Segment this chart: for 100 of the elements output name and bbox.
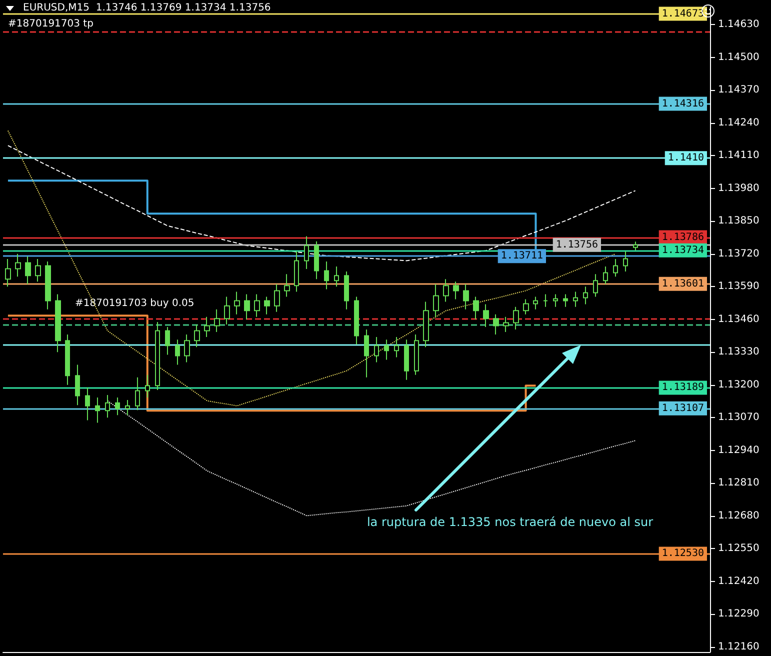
y-tick-label: 1.13720 xyxy=(718,248,760,260)
candlestick xyxy=(234,291,240,315)
candlestick xyxy=(244,294,250,320)
y-tick-label: 1.12420 xyxy=(718,576,760,587)
candlestick xyxy=(344,271,349,310)
ref-line-label: 1.13189 xyxy=(662,382,704,394)
line-series xyxy=(7,145,636,262)
candlestick xyxy=(125,400,130,416)
ref-line-label: 1.14316 xyxy=(662,98,704,110)
candlestick xyxy=(423,301,429,348)
candlestick xyxy=(493,314,499,336)
candlestick xyxy=(224,296,230,325)
y-tick-label: 1.14110 xyxy=(718,150,760,162)
candlestick xyxy=(45,260,51,310)
candlestick xyxy=(165,326,170,356)
candlestick xyxy=(563,294,568,308)
candlestick xyxy=(264,296,270,315)
candlestick xyxy=(633,241,638,251)
y-tick-label: 1.13330 xyxy=(718,346,760,358)
candlestick xyxy=(204,316,210,338)
line-series xyxy=(7,130,616,406)
candlestick xyxy=(583,286,588,305)
candlestick xyxy=(194,324,200,348)
candlestick xyxy=(414,334,419,376)
ref-line-label: 1.13601 xyxy=(662,278,704,290)
ref-line-label: 1.1410 xyxy=(668,152,704,164)
candlestick xyxy=(55,294,61,353)
candlestick xyxy=(573,291,578,308)
candlestick xyxy=(145,374,150,398)
candlestick xyxy=(443,278,449,302)
candlestick xyxy=(135,376,140,411)
candlestick xyxy=(15,253,21,278)
y-tick-label: 1.13850 xyxy=(718,216,760,227)
y-tick-label: 1.13460 xyxy=(718,314,760,325)
candlestick xyxy=(175,339,180,366)
chart-title: EURUSD,M15 1.13746 1.13769 1.13734 1.13756 xyxy=(23,2,271,14)
candlestick xyxy=(25,256,31,285)
y-tick-label: 1.13200 xyxy=(718,379,760,390)
candlestick xyxy=(214,308,220,333)
y-tick-label: 1.12940 xyxy=(718,444,760,456)
candlestick xyxy=(374,336,379,363)
candlestick xyxy=(314,240,319,280)
candlestick xyxy=(184,334,190,363)
candlestick xyxy=(603,266,608,285)
y-tick-label: 1.14500 xyxy=(718,52,760,63)
candlestick xyxy=(593,274,598,298)
candlestick xyxy=(294,250,299,292)
line-series xyxy=(107,400,636,516)
candlestick xyxy=(523,298,529,315)
ref-line-label: #1870191703 tp xyxy=(8,18,94,30)
candlestick xyxy=(5,258,11,288)
candlestick xyxy=(543,294,548,308)
candlestick xyxy=(553,294,558,308)
candlestick xyxy=(513,306,519,330)
candlestick xyxy=(105,394,110,418)
candlestick xyxy=(334,266,339,288)
ref-line-label: 1.13756 xyxy=(556,239,598,250)
y-tick-label: 1.12680 xyxy=(718,510,760,522)
y-tick-label: 1.14240 xyxy=(718,117,760,128)
candlestick xyxy=(613,258,618,278)
y-tick-label: 1.14370 xyxy=(718,84,760,96)
candlestick xyxy=(503,316,509,333)
y-tick-label: 1.12290 xyxy=(718,608,760,620)
candlestick xyxy=(394,336,399,358)
candlestick xyxy=(65,334,70,386)
y-tick-label: 1.14630 xyxy=(718,19,760,30)
candlestick xyxy=(284,274,290,298)
candlestick xyxy=(433,284,439,318)
candlestick xyxy=(473,296,479,320)
y-tick-label: 1.13980 xyxy=(718,182,760,194)
candlestick xyxy=(95,397,100,424)
ref-line-label: 1.13711 xyxy=(500,250,543,262)
candlestick xyxy=(623,250,628,272)
candlestick xyxy=(304,236,309,270)
ref-line-label: 1.13786 xyxy=(662,232,704,243)
candlestick xyxy=(254,294,260,318)
candlestick xyxy=(324,260,329,290)
annotation: la ruptura de 1.1335 nos traerá de nuevo al sur xyxy=(366,515,654,529)
ref-line-label: 1.12530 xyxy=(662,548,704,560)
candlestick xyxy=(404,339,409,380)
candlestick xyxy=(384,339,389,360)
candlestick xyxy=(155,321,160,390)
candlestick xyxy=(533,296,538,310)
y-tick-label: 1.12550 xyxy=(718,543,760,554)
candlestick xyxy=(115,397,120,416)
candlestick xyxy=(364,329,369,378)
candlestick xyxy=(274,284,280,312)
ref-line-label: #1870191703 buy 0.05 xyxy=(75,298,194,310)
y-tick-label: 1.12810 xyxy=(718,478,760,489)
candlestick xyxy=(85,386,90,421)
ref-line-label: 1.13107 xyxy=(662,402,704,414)
candlestick xyxy=(463,284,469,310)
y-tick-label: 1.13590 xyxy=(718,281,760,292)
candlestick xyxy=(453,281,459,300)
candlestick xyxy=(483,304,489,328)
ref-line-label: 1.13734 xyxy=(662,244,704,256)
candlestick xyxy=(35,258,41,282)
y-tick-label: 1.13070 xyxy=(718,412,760,424)
candlestick xyxy=(75,364,80,406)
candlestick xyxy=(354,296,359,346)
